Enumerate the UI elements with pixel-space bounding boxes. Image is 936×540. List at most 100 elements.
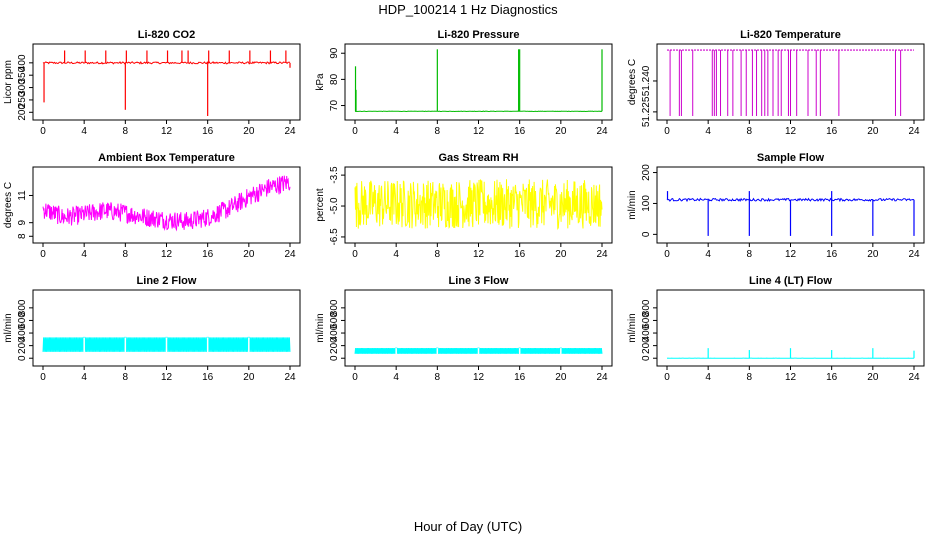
y-axis-label: ml/min — [627, 313, 638, 342]
y-tick-label: 8 — [17, 233, 28, 239]
x-tick-label: 16 — [826, 249, 838, 260]
series-line — [42, 175, 291, 232]
x-tick-label: 20 — [867, 249, 879, 260]
x-tick-label: 8 — [123, 126, 129, 137]
x-tick-label: 4 — [81, 249, 87, 260]
y-axis-label: percent — [315, 188, 326, 222]
y-axis-label: kPa — [315, 73, 326, 91]
y-tick-label: 51.225 — [641, 96, 652, 127]
y-tick-label: 400 — [17, 54, 28, 71]
y-tick-label: 80 — [329, 73, 340, 85]
x-tick-label: 12 — [785, 372, 797, 383]
x-tick-label: 4 — [393, 126, 399, 137]
x-tick-label: 4 — [81, 372, 87, 383]
panel-title: Line 3 Flow — [449, 275, 509, 287]
y-tick-label: 200 — [17, 337, 28, 354]
y-axis-label: ml/min — [627, 190, 638, 219]
x-tick-label: 16 — [826, 372, 838, 383]
y-tick-label: 90 — [329, 47, 340, 59]
x-tick-label: 16 — [514, 372, 526, 383]
y-tick-label: 350 — [17, 66, 28, 83]
y-tick-label: 200 — [641, 164, 652, 181]
x-tick-label: 16 — [826, 126, 838, 137]
x-tick-label: 20 — [243, 372, 255, 383]
y-axis-label: degrees C — [3, 182, 14, 228]
y-tick-label: 300 — [17, 79, 28, 96]
y-tick-label: 51.240 — [641, 65, 652, 96]
panel-title: Li-820 Temperature — [740, 29, 841, 41]
y-tick-label: 600 — [329, 312, 340, 329]
x-tick-label: 24 — [596, 126, 608, 137]
x-tick-label: 24 — [284, 249, 296, 260]
plot-frame — [344, 289, 613, 367]
panel-title: Li-820 Pressure — [438, 29, 520, 41]
x-tick-label: 20 — [867, 372, 879, 383]
x-tick-label: 24 — [908, 372, 920, 383]
x-tick-label: 8 — [435, 249, 441, 260]
panel-title: Li-820 CO2 — [138, 29, 195, 41]
x-tick-label: 4 — [393, 249, 399, 260]
y-tick-label: 11 — [17, 190, 28, 201]
x-tick-label: 0 — [40, 372, 46, 383]
x-tick-label: 12 — [473, 249, 485, 260]
y-tick-label: 800 — [329, 299, 340, 316]
y-tick-label: 600 — [17, 312, 28, 329]
x-tick-label: 16 — [202, 372, 214, 383]
x-tick-label: 20 — [243, 249, 255, 260]
figure-title: HDP_100214 1 Hz Diagnostics — [378, 2, 558, 17]
x-tick-label: 8 — [435, 372, 441, 383]
x-tick-label: 0 — [352, 249, 358, 260]
y-axis-label: ml/min — [3, 313, 14, 342]
x-tick-label: 24 — [596, 249, 608, 260]
y-tick-label: 400 — [17, 324, 28, 341]
x-tick-label: 24 — [284, 126, 296, 137]
x-tick-label: 12 — [161, 372, 173, 383]
x-tick-label: 0 — [352, 372, 358, 383]
x-tick-label: 24 — [596, 372, 608, 383]
x-tick-label: 8 — [747, 249, 753, 260]
y-tick-label: 200 — [17, 104, 28, 121]
series-line — [42, 60, 291, 65]
panel-title: Gas Stream RH — [438, 152, 518, 164]
x-tick-label: 4 — [705, 126, 711, 137]
x-tick-label: 0 — [664, 126, 670, 137]
x-tick-label: 20 — [243, 126, 255, 137]
y-tick-label: 0 — [641, 355, 652, 361]
y-axis-label: degrees C — [627, 59, 638, 105]
series-line — [42, 336, 291, 352]
panel-title: Ambient Box Temperature — [98, 152, 235, 164]
x-tick-label: 8 — [123, 249, 129, 260]
x-tick-label: 16 — [514, 249, 526, 260]
y-tick-label: 100 — [641, 195, 652, 212]
y-tick-label: 800 — [641, 299, 652, 316]
x-tick-label: 12 — [161, 126, 173, 137]
x-tick-label: 20 — [555, 372, 567, 383]
chart-panel-5: Gas Stream RH percent-6.5 -5.0 -3.5 0 4 8 12 16 2… — [315, 152, 613, 260]
plot-frame — [344, 43, 613, 121]
x-axis-label: Hour of Day (UTC) — [414, 519, 522, 534]
y-tick-label: 800 — [17, 299, 28, 316]
plot-frame — [32, 289, 301, 367]
y-tick-label: -6.5 — [329, 228, 340, 246]
x-tick-label: 12 — [785, 126, 797, 137]
y-tick-label: 9 — [17, 219, 28, 225]
x-tick-label: 4 — [705, 372, 711, 383]
y-tick-label: 400 — [329, 324, 340, 341]
x-tick-label: 0 — [664, 249, 670, 260]
series-line — [354, 179, 603, 231]
x-tick-label: 0 — [352, 126, 358, 137]
x-tick-label: 12 — [785, 249, 797, 260]
y-tick-label: 0 — [17, 355, 28, 361]
x-tick-label: 0 — [664, 372, 670, 383]
y-axis-label: Licor ppm — [3, 60, 14, 104]
x-tick-label: 4 — [81, 126, 87, 137]
x-tick-label: 12 — [161, 249, 173, 260]
x-tick-label: 8 — [747, 372, 753, 383]
